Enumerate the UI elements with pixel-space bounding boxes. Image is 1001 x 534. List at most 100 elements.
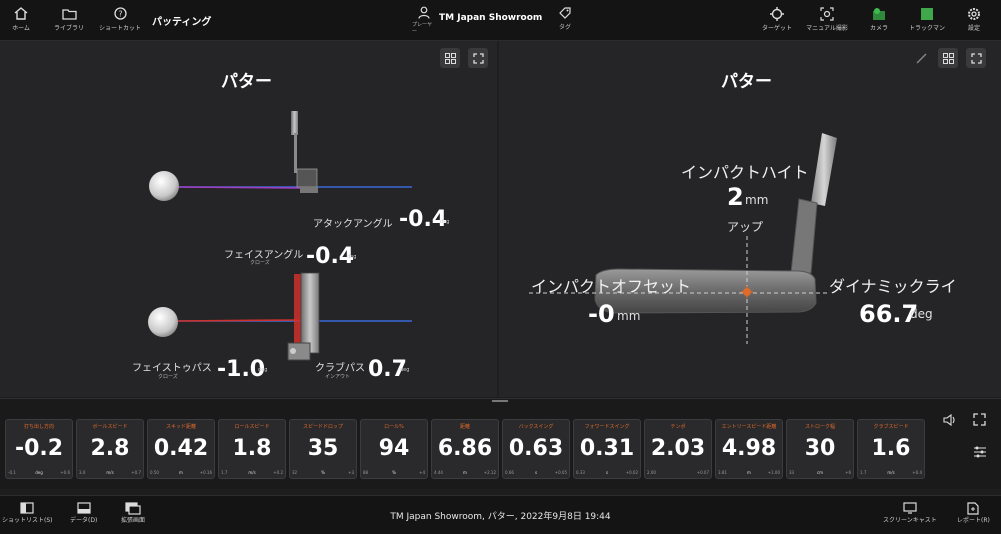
stat-card[interactable]: スピードドロップ 35 32 % +3 — [289, 419, 357, 479]
stat-value: 0.31 — [579, 436, 635, 461]
stat-card[interactable]: フォワードスイング 0.31 0.33 s +0.02 — [573, 419, 641, 479]
shortcut-label: ショートカット — [98, 25, 141, 32]
stat-card[interactable]: テンポ 2.03 2.00 +0.07 — [644, 419, 712, 479]
settings-label: 設定 — [967, 25, 980, 32]
camera-icon — [870, 6, 888, 21]
impact-height-direction: アップ — [727, 220, 764, 234]
stat-name: スピードドロップ — [302, 424, 343, 430]
stat-high: +0.6 — [60, 470, 70, 475]
stat-high: +0.07 — [696, 470, 709, 475]
stat-name: スキッド距離 — [165, 424, 196, 430]
stat-low: 1.7 — [860, 470, 867, 475]
impact-height-unit: mm — [745, 193, 769, 207]
trackman-label: トラックマン — [908, 25, 945, 32]
home-label: ホーム — [12, 25, 30, 32]
expand-button[interactable] — [966, 48, 986, 68]
stat-low: 4.44 — [434, 470, 443, 475]
stat-value: 0.63 — [508, 436, 564, 461]
manual-capture-label: マニュアル撮影 — [806, 25, 848, 32]
right-panel-title: パター — [721, 72, 772, 92]
club-path-unit: deg — [400, 367, 410, 373]
grid-button[interactable] — [440, 48, 460, 68]
top-bar: ホーム ライブラリ ? ショートカット パッティング プレーヤー TM Japa… — [0, 0, 1001, 41]
mode-title: パッティング — [152, 17, 212, 28]
stat-card[interactable]: クラブスピード 1.6 1.7 m/s +0.4 — [857, 419, 925, 479]
stat-value: 30 — [804, 436, 836, 461]
shot-info: TM Japan Showroom, パター, 2022年9月8日 19:44 — [390, 512, 611, 522]
stat-card[interactable]: ロールスピード 1.8 1.7 m/s +0.2 — [218, 419, 286, 479]
speaker-icon[interactable] — [943, 411, 957, 430]
dynamic-lie-label: ダイナミックライ — [829, 277, 957, 296]
home-button[interactable]: ホーム — [0, 6, 43, 32]
stat-unit: m — [747, 470, 751, 475]
attack-angle-value: -0.4 — [399, 207, 448, 232]
stat-high: +0.2 — [273, 470, 283, 475]
shortcut-button[interactable]: ? ショートカット — [98, 6, 142, 32]
stat-card[interactable]: 打ち出し方向 -0.2 -0.1 deg +0.6 — [5, 419, 73, 479]
library-button[interactable]: ライブラリ — [47, 6, 91, 32]
attack-angle-unit: deg — [440, 219, 450, 225]
report-button[interactable]: レポート(R) — [957, 501, 990, 524]
trackman-button[interactable]: トラックマン — [905, 6, 949, 32]
report-icon — [964, 501, 982, 515]
data-button[interactable]: データ(D) — [70, 501, 97, 524]
screen-icon — [124, 501, 142, 515]
player-button[interactable]: プレーヤー — [412, 6, 436, 35]
tag-button[interactable]: タグ — [555, 6, 575, 31]
dynamic-lie-value: 66.7 — [859, 300, 919, 328]
attack-angle-label: アタックアングル — [313, 219, 393, 230]
putter-face-diagram — [529, 133, 837, 344]
impact-height-value: 2 — [727, 183, 744, 211]
tag-icon — [558, 6, 572, 22]
stat-high: +4 — [419, 470, 425, 475]
target-button[interactable]: ターゲット — [755, 6, 799, 32]
sliders-icon[interactable] — [973, 443, 987, 462]
club-path-sub: インアウト — [325, 374, 351, 380]
stat-card[interactable]: ストローク幅 30 33 cm +6 — [786, 419, 854, 479]
stat-unit: % — [321, 470, 325, 475]
camera-button[interactable]: カメラ — [857, 6, 901, 32]
settings-button[interactable]: 設定 — [952, 6, 996, 32]
shot-list-button[interactable]: ショットリスト(S) — [2, 501, 53, 524]
stat-name: 距離 — [459, 424, 470, 430]
expand-button[interactable] — [468, 48, 488, 68]
impact-offset-value: -0 — [588, 300, 615, 328]
stat-name: ロール% — [384, 424, 404, 430]
target-icon — [768, 6, 786, 21]
person-icon — [418, 6, 430, 21]
stat-card[interactable]: ボールスピード 2.8 3.0 m/s +0.7 — [76, 419, 144, 479]
stat-value: 6.86 — [437, 436, 493, 461]
stat-card[interactable]: ロール% 94 88 % +4 — [360, 419, 428, 479]
stat-high: +0.05 — [554, 470, 567, 475]
stat-card[interactable]: エントリースピード距離 4.98 3.81 m +1.00 — [715, 419, 783, 479]
grid-button[interactable] — [938, 48, 958, 68]
side-view — [149, 111, 412, 201]
stat-high: +3 — [348, 470, 354, 475]
stat-low: 0.66 — [505, 470, 514, 475]
stat-card[interactable]: スキッド距離 0.42 0.50 m +0.16 — [147, 419, 215, 479]
drag-handle[interactable] — [492, 400, 508, 402]
stat-value: 1.6 — [871, 436, 911, 461]
screencast-button[interactable]: スクリーンキャスト — [883, 501, 937, 524]
stat-card[interactable]: 距離 6.86 4.44 m +2.12 — [431, 419, 499, 479]
stat-unit: deg — [35, 470, 43, 475]
stat-high: +0.16 — [199, 470, 212, 475]
extended-screen-button[interactable]: 拡張画面 — [121, 501, 145, 524]
draw-button[interactable] — [911, 48, 931, 68]
face-to-path-unit: deg — [258, 367, 268, 373]
stat-unit: m/s — [248, 470, 256, 475]
stat-unit: m — [179, 470, 183, 475]
impact-height-label: インパクトハイト — [681, 163, 809, 182]
stat-name: ロールスピード — [234, 424, 270, 430]
manual-capture-button[interactable]: マニュアル撮影 — [805, 6, 849, 32]
panel-icon — [18, 501, 36, 515]
face-angle-sub: クローズ — [250, 260, 270, 266]
expand-icon[interactable] — [973, 411, 986, 430]
stat-card[interactable]: バックスイング 0.63 0.66 s +0.05 — [502, 419, 570, 479]
stat-value: 2.03 — [650, 436, 706, 461]
location-name[interactable]: TM Japan Showroom — [439, 13, 543, 23]
trackman-icon — [918, 6, 936, 21]
club-diagram — [148, 111, 412, 361]
stat-value: 1.8 — [232, 436, 272, 461]
impact-offset-label: インパクトオフセット — [531, 277, 692, 296]
